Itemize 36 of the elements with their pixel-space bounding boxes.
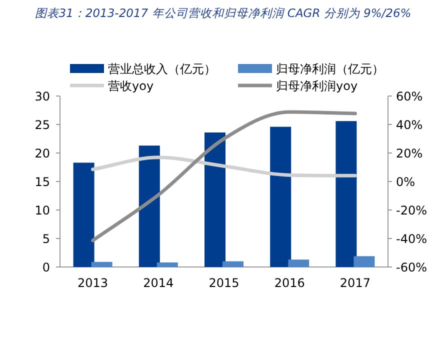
line-series [91, 110, 357, 242]
legend-label: 归母净利润yoy [276, 79, 358, 93]
y2-tick-label: 60% [396, 90, 423, 104]
x-tick-label: 2013 [78, 276, 108, 290]
x-tick-label: 2016 [274, 276, 305, 290]
x-tick-label: 2015 [208, 276, 240, 290]
y-tick-label: 25 [34, 118, 50, 132]
y2-tick-label: -60% [396, 260, 428, 274]
y-tick-label: 30 [34, 90, 50, 104]
y-tick-label: 5 [42, 232, 50, 246]
legend-label: 营业总收入（亿元） [108, 62, 216, 76]
x-tick-label: 2014 [143, 276, 174, 290]
legend-label: 归母净利润（亿元） [276, 62, 384, 76]
y2-tick-label: -20% [396, 204, 428, 218]
bar [288, 260, 310, 267]
chart-title: 图表31：2013-2017 年公司营收和归母净利润 CAGR 分别为 9%/26% [34, 6, 412, 20]
y2-tick-label: 20% [396, 146, 423, 160]
y-tick-label: 15 [34, 175, 50, 189]
legend-label: 营收yoy [108, 79, 154, 93]
bar [354, 256, 375, 267]
y2-tick-label: 40% [396, 118, 423, 132]
bar [204, 132, 226, 267]
bar [270, 126, 292, 267]
y-tick-label: 20 [34, 146, 50, 160]
bar [222, 261, 244, 267]
bar [336, 121, 357, 267]
bar [138, 146, 160, 267]
x-tick-label: 2017 [340, 276, 370, 290]
line-series [91, 156, 357, 178]
y2-tick-label: 0% [396, 175, 416, 189]
bar [73, 162, 94, 267]
y-tick-label: 0 [42, 260, 50, 274]
bar [156, 262, 178, 267]
y-tick-label: 10 [34, 204, 50, 218]
y2-tick-label: -40% [396, 232, 428, 246]
bar [91, 262, 112, 267]
